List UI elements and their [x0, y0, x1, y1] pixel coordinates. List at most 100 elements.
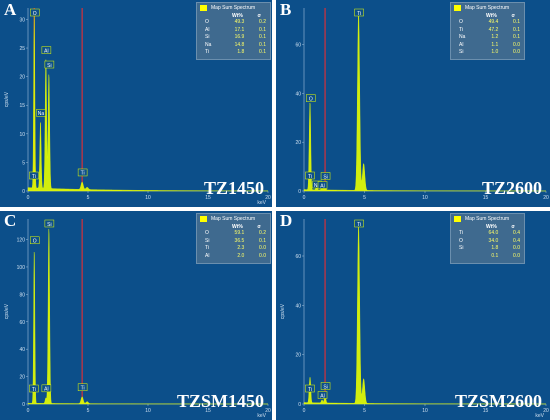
spectrum-series — [303, 12, 547, 192]
y-tick-label: 120 — [17, 238, 26, 244]
y-tick-label: 20 — [19, 375, 25, 381]
table-row: Si 1.0 0.0 — [459, 49, 524, 57]
legend-swatch-icon — [200, 4, 207, 11]
element-label: Si — [44, 60, 55, 69]
element-cell: O — [459, 19, 463, 25]
x-axis-label: keV — [257, 200, 266, 206]
wt-cell: 1.0 — [491, 49, 499, 56]
composition-table: Wt% σ Ti 64.0 0.4 O 34.0 0.4 Si 1.8 0.0 0.1 0.0 — [459, 223, 524, 260]
element-label-box — [41, 46, 52, 54]
element-label-box — [29, 171, 39, 180]
element-label: Si — [44, 219, 55, 228]
y-tick-label: 20 — [295, 140, 301, 146]
y-tick-label: 0 — [22, 189, 25, 195]
y-tick-label: 60 — [295, 254, 301, 260]
sample-tag-a: TZ1450 — [203, 178, 264, 198]
col-sigma: σ — [511, 12, 515, 19]
element-label: Ti — [305, 384, 315, 393]
element-label-box — [317, 181, 328, 189]
sigma-cell: 0.1 — [513, 19, 520, 25]
element-cell: Si — [205, 237, 210, 244]
element-label: O — [306, 94, 316, 102]
sample-tag-b: TZ2600 — [481, 178, 542, 198]
element-cell: Ti — [205, 245, 209, 252]
element-label: Si — [320, 382, 331, 390]
legend-box-b: Map Sum Spectrum Wt% σ O 49.4 0.1 Ti 47.2 0.1… — [450, 2, 525, 60]
spectrum-panel-d: 0 20 40 60 0 5 10 15 20 keV cps/eV Ti Ti Si Al D TZSM2… — [276, 211, 550, 420]
wt-cell: 0.1 — [491, 252, 499, 259]
element-cell: Ti — [459, 26, 463, 33]
wt-cell: 14.8 — [234, 41, 245, 48]
element-label-text: Na — [314, 183, 321, 189]
wt-cell: 49.3 — [234, 19, 245, 25]
sigma-cell: 0.0 — [259, 245, 266, 252]
wt-cell: 16.9 — [234, 34, 245, 41]
spectrum-panel-b: 0 20 40 60 0 5 10 15 20 O Ti Na Si Al Ti B TZ2600 Map … — [276, 0, 550, 207]
element-label-box — [29, 236, 40, 245]
col-sigma: σ — [257, 223, 261, 230]
element-cell: O — [459, 237, 463, 244]
sample-tag-c: TZSM1450 — [176, 391, 264, 411]
y-axis-label: cps/eV — [4, 91, 10, 107]
x-tick-label: 20 — [543, 195, 549, 201]
wt-cell: 1.2 — [491, 34, 499, 41]
element-label-text: Si — [323, 384, 327, 390]
table-row: 0.1 0.0 — [459, 253, 524, 261]
spectrum-panel-c: 0 20 40 60 80 100 120 0 5 10 15 20 keV cps/eV Si O Ti Al T… — [0, 211, 272, 420]
element-label: Al — [317, 181, 328, 189]
sigma-cell: 0.2 — [259, 230, 266, 236]
element-cell: Si — [205, 34, 210, 41]
sigma-cell: 0.1 — [513, 34, 520, 41]
element-label: Al — [41, 384, 52, 393]
x-tick-label: 5 — [363, 408, 366, 414]
element-label-box — [306, 94, 316, 102]
spectrum-series — [303, 225, 547, 405]
col-sigma: σ — [511, 223, 515, 230]
x-tick-label: 0 — [27, 195, 30, 201]
element-label: Si — [320, 172, 331, 180]
table-row: Ti 1.8 0.1 — [205, 49, 270, 57]
legend-title: Map Sum Spectrum — [465, 4, 510, 11]
element-cell: O — [205, 19, 209, 25]
table-row: Al 1.1 0.0 — [459, 42, 524, 50]
panel-letter-b: B — [280, 0, 292, 19]
wt-cell: 64.0 — [488, 230, 499, 236]
table-row: Ti 2.3 0.0 — [205, 245, 270, 253]
sigma-cell: 0.0 — [513, 245, 520, 252]
wt-cell: 17.1 — [234, 26, 245, 33]
spectrum-series — [27, 228, 269, 405]
element-label-text: Ti — [32, 387, 36, 393]
element-label-box — [29, 8, 40, 17]
table-row: Si 36.5 0.1 — [205, 238, 270, 246]
col-sigma: σ — [257, 12, 261, 19]
y-tick-label: 100 — [17, 265, 26, 271]
composition-table: Wt% σ O 49.4 0.1 Ti 47.2 0.1 Na 1.2 0.1 Al 1.1 0.… — [459, 12, 524, 57]
element-cell: Na — [459, 34, 466, 41]
y-tick-label: 0 — [298, 189, 301, 195]
element-label-text: Ti — [357, 11, 361, 17]
panel-letter-d: D — [280, 211, 293, 230]
element-label: O — [29, 236, 40, 245]
x-tick-label: 0 — [303, 408, 306, 414]
element-cell: Si — [459, 245, 464, 252]
element-label-box — [354, 219, 364, 228]
y-tick-label: 60 — [295, 43, 301, 49]
element-label-box — [41, 384, 52, 393]
table-row: Si 1.8 0.0 — [459, 245, 524, 253]
element-cell: Na — [205, 41, 212, 48]
table-row: O 59.1 0.2 — [205, 230, 270, 238]
element-label-box — [44, 60, 55, 69]
element-label-text: O — [33, 11, 37, 17]
wt-cell: 2.0 — [237, 252, 245, 259]
element-label-box — [29, 384, 39, 393]
element-label-text: Al — [44, 48, 48, 54]
sigma-cell: 0.4 — [513, 230, 520, 236]
y-tick-label: 40 — [295, 303, 301, 309]
table-row: O 34.0 0.4 — [459, 238, 524, 246]
legend-box-a: Map Sum Spectrum Wt% σ O 49.3 0.2 Al 17.1 0.1… — [196, 2, 271, 60]
y-axis-label: cps/eV — [4, 303, 10, 319]
y-tick-label: 5 — [22, 160, 25, 166]
element-cell: O — [205, 230, 209, 236]
element-label: Ti — [305, 171, 315, 180]
wt-cell: 47.2 — [488, 26, 499, 33]
